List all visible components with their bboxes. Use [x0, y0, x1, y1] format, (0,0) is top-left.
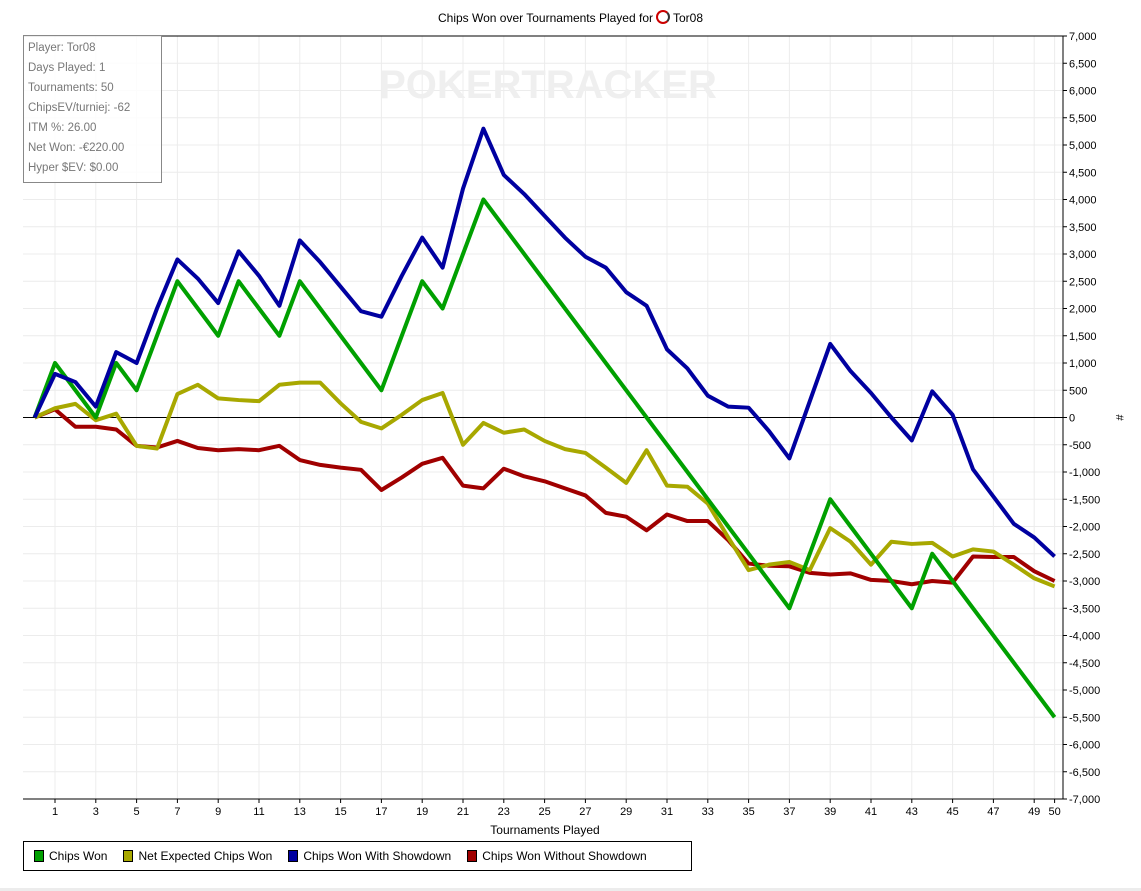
legend-swatch: [123, 850, 134, 862]
y-tick-label: 7,000: [1069, 31, 1097, 43]
legend-label: Net Expected Chips Won: [138, 849, 273, 863]
x-axis-label: Tournaments Played: [490, 823, 599, 837]
info-itm: ITM %: 26.00: [28, 122, 97, 134]
legend-item-chips-won[interactable]: Chips Won: [34, 849, 107, 863]
y-tick-label: 4,000: [1069, 195, 1097, 207]
x-tick-label: 45: [946, 806, 958, 818]
legend-item-net-expected[interactable]: Net Expected Chips Won: [123, 849, 272, 863]
series-line-net-expected-chips-won: [33, 380, 1056, 589]
y-tick-label: -3,000: [1069, 576, 1100, 588]
y-tick-label: 4,500: [1069, 167, 1097, 179]
series-line-chips-won: [32, 197, 1057, 719]
info-chips-ev: ChipsEV/turniej: -62: [28, 102, 131, 114]
y-tick-label: 500: [1069, 385, 1087, 397]
series-line-chips-won-with-showdown: [32, 126, 1056, 558]
x-tick-label: 39: [824, 806, 836, 818]
x-tick-label: 41: [865, 806, 877, 818]
x-tick-label: 7: [174, 806, 180, 818]
y-tick-label: 3,500: [1069, 222, 1097, 234]
y-tick-label: -1,000: [1069, 467, 1100, 479]
y-tick-label: -5,000: [1069, 685, 1100, 697]
y-tick-label: -6,000: [1069, 740, 1100, 752]
y-tick-label: 3,000: [1069, 249, 1097, 261]
x-tick-label: 23: [498, 806, 510, 818]
y-tick-label: 0: [1069, 413, 1075, 425]
x-tick-label: 29: [620, 806, 632, 818]
info-days-played: Days Played: 1: [28, 62, 106, 74]
x-tick-label: 15: [334, 806, 346, 818]
y-tick-label: -4,500: [1069, 658, 1100, 670]
x-tick-label: 19: [416, 806, 428, 818]
x-tick-label: 43: [906, 806, 918, 818]
x-tick-label: 27: [579, 806, 591, 818]
y-tick-label: 5,500: [1069, 113, 1097, 125]
chart-title-player: Tor08: [672, 11, 704, 25]
y-tick-label: -2,000: [1069, 522, 1100, 534]
info-hyper-ev: Hyper $EV: $0.00: [28, 162, 119, 174]
y-axis-label: #: [1113, 414, 1125, 421]
bottom-divider: [0, 888, 1141, 891]
info-net-won: Net Won: -€220.00: [28, 142, 125, 154]
x-tick-label: 37: [783, 806, 795, 818]
y-tick-label: -500: [1069, 440, 1091, 452]
legend-label: Chips Won: [49, 849, 108, 863]
y-tick-label: -3,500: [1069, 603, 1100, 615]
y-tick-label: 5,000: [1069, 140, 1097, 152]
x-tick-label: 13: [294, 806, 306, 818]
legend-item-with-showdown[interactable]: Chips Won With Showdown: [288, 849, 451, 863]
x-tick-label: 5: [134, 806, 140, 818]
x-tick-label: 49: [1028, 806, 1040, 818]
x-tick-label: 21: [457, 806, 469, 818]
y-tick-label: 6,000: [1069, 86, 1097, 98]
y-tick-label: 1,500: [1069, 331, 1097, 343]
legend-label: Chips Won Without Showdown: [482, 849, 647, 863]
legend-swatch: [467, 850, 478, 862]
y-tick-label: -4,000: [1069, 631, 1100, 643]
player-info-box: Player: Tor08 Days Played: 1 Tournaments…: [23, 35, 162, 183]
legend-swatch: [288, 850, 299, 862]
chart-title: Chips Won over Tournaments Played for Tor…: [0, 10, 1141, 25]
x-tick-label: 50: [1048, 806, 1060, 818]
info-tournaments: Tournaments: 50: [28, 82, 114, 94]
x-tick-label: 47: [987, 806, 999, 818]
x-tick-label: 17: [375, 806, 387, 818]
y-tick-label: 2,000: [1069, 304, 1097, 316]
player-site-icon: [655, 10, 670, 24]
legend-item-without-showdown[interactable]: Chips Won Without Showdown: [467, 849, 647, 863]
y-tick-label: -5,500: [1069, 712, 1100, 724]
x-tick-label: 33: [702, 806, 714, 818]
y-tick-label: 6,500: [1069, 58, 1097, 70]
y-tick-label: -2,500: [1069, 549, 1100, 561]
x-tick-label: 25: [538, 806, 550, 818]
legend-swatch: [34, 850, 44, 862]
y-tick-label: 1,000: [1069, 358, 1097, 370]
x-tick-label: 9: [215, 806, 221, 818]
legend: Chips Won Net Expected Chips Won Chips W…: [23, 841, 692, 871]
info-player: Player: Tor08: [28, 42, 96, 54]
y-tick-label: -7,000: [1069, 794, 1100, 806]
x-tick-label: 1: [52, 806, 58, 818]
y-tick-label: 2,500: [1069, 276, 1097, 288]
chart-title-text: Chips Won over Tournaments Played for: [437, 11, 653, 25]
y-tick-label: -6,500: [1069, 767, 1100, 779]
x-tick-label: 3: [93, 806, 99, 818]
legend-label: Chips Won With Showdown: [303, 849, 452, 863]
x-tick-label: 11: [253, 806, 264, 818]
series-line-chips-won-without-showdown: [33, 407, 1056, 587]
y-tick-label: -1,500: [1069, 494, 1100, 506]
x-tick-label: 35: [742, 806, 754, 818]
watermark: POKERTRACKER: [379, 63, 717, 107]
x-tick-label: 31: [661, 806, 673, 818]
